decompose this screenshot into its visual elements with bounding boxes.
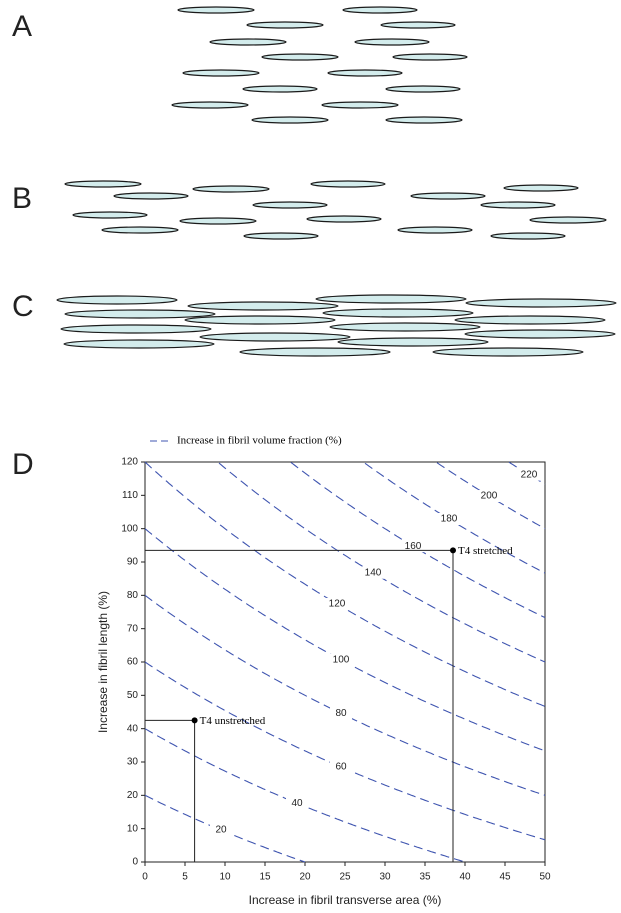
contour-label-bg <box>402 540 424 553</box>
contour-label-bg <box>330 653 352 666</box>
x-tick-label: 30 <box>379 872 391 883</box>
x-tick-label: 25 <box>339 872 351 883</box>
data-point <box>191 717 198 724</box>
contour-label: 180 <box>441 514 458 525</box>
y-tick-label: 60 <box>127 657 139 668</box>
contour-label: 200 <box>481 491 498 502</box>
contour-line <box>144 661 546 841</box>
x-tick-label: 45 <box>499 872 511 883</box>
y-tick-label: 90 <box>127 557 139 568</box>
x-tick-label: 5 <box>182 872 188 883</box>
contour-label-bg <box>362 566 384 579</box>
contour-label: 80 <box>335 708 347 719</box>
x-tick-label: 50 <box>539 872 551 883</box>
contour-label: 40 <box>291 798 303 809</box>
x-tick-label: 0 <box>142 872 148 883</box>
legend-label: Increase in fibril volume fraction (%) <box>177 435 342 447</box>
contour-label-bg <box>438 513 460 526</box>
contour-label-bg <box>210 824 232 837</box>
panel-label: C <box>12 290 34 323</box>
contour-line <box>144 594 546 796</box>
panel-c-fibrils <box>56 294 617 357</box>
panel-label: A <box>12 10 32 43</box>
contour-label: 60 <box>335 762 347 773</box>
data-point <box>450 547 456 554</box>
contour-line <box>364 462 546 574</box>
y-tick-label: 30 <box>127 757 139 768</box>
contour-label-bg <box>478 490 500 503</box>
contour-label: 120 <box>329 599 346 610</box>
y-tick-label: 40 <box>127 723 139 734</box>
contour-label: 20 <box>215 825 227 836</box>
x-tick-label: 40 <box>459 872 471 883</box>
y-axis-title: Increase in fibril length (%) <box>96 591 110 733</box>
contour-label-bg <box>518 468 540 481</box>
x-tick-label: 10 <box>219 872 231 883</box>
contour-label: 160 <box>405 541 422 552</box>
contour-line <box>144 728 466 863</box>
contour-label: 100 <box>333 654 350 665</box>
y-tick-label: 20 <box>127 790 139 801</box>
point-label: T4 stretched <box>458 545 513 557</box>
contour-label-bg <box>330 760 352 773</box>
contour-label-bg <box>286 797 308 810</box>
y-tick-label: 80 <box>127 590 139 601</box>
y-tick-label: 110 <box>122 490 138 501</box>
y-tick-label: 100 <box>121 523 138 534</box>
y-tick-label: 0 <box>132 857 138 868</box>
panel-label: D <box>12 448 34 481</box>
contour-label: 220 <box>521 469 538 480</box>
y-tick-label: 70 <box>127 623 139 634</box>
x-tick-label: 35 <box>419 872 431 883</box>
panel-b-fibrils <box>64 180 607 240</box>
contour-label-bg <box>326 597 348 610</box>
x-tick-label: 15 <box>259 872 271 883</box>
y-tick-label: 50 <box>127 690 139 701</box>
panel-a-fibrils <box>171 6 468 124</box>
point-label: T4 unstretched <box>200 715 266 727</box>
contour-line <box>144 461 546 707</box>
contour-label: 140 <box>365 567 382 578</box>
y-tick-label: 120 <box>121 457 138 468</box>
contour-label-bg <box>330 707 352 720</box>
x-axis-title: Increase in fibril transverse area (%) <box>249 893 442 907</box>
x-tick-label: 20 <box>299 872 311 883</box>
y-tick-label: 10 <box>127 823 139 834</box>
panel-label: B <box>12 182 32 215</box>
